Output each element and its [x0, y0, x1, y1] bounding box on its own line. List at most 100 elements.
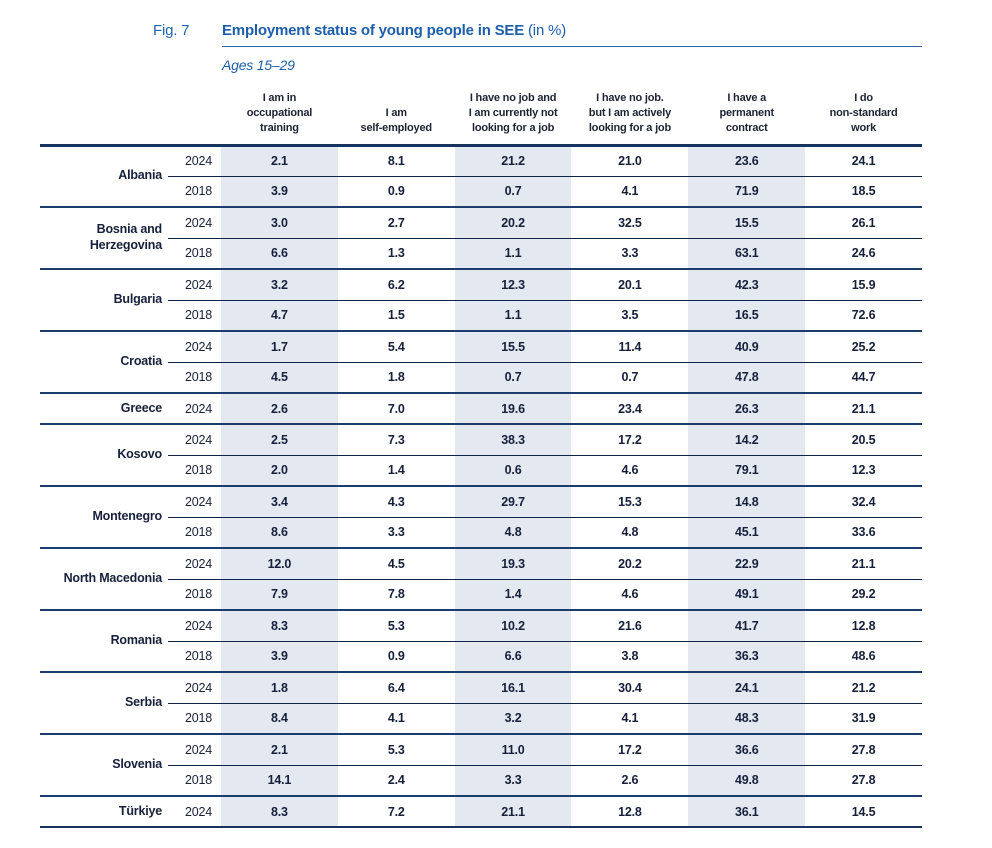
- country-cell: Romania: [40, 609, 168, 673]
- table-row: 2018 3.9 0.9 0.7 4.1 71.9 18.5: [40, 175, 922, 208]
- table-row: Bulgaria 2024 3.2 6.2 12.3 20.1 42.3 15.9: [40, 268, 922, 332]
- value-cell: 32.5: [571, 206, 689, 239]
- header-permanent-contract: I have a permanent contract: [688, 85, 806, 147]
- country-cell: Serbia: [40, 671, 168, 735]
- value-cell: 7.0: [337, 392, 455, 425]
- value-cell: 14.8: [688, 485, 806, 518]
- value-cell: 2.4: [337, 764, 455, 797]
- value-cell: 2.6: [221, 392, 338, 425]
- figure-number: Fig. 7: [153, 22, 190, 39]
- value-cell: 21.1: [805, 547, 922, 580]
- value-cell: 4.1: [571, 702, 689, 735]
- value-cell: 3.3: [337, 516, 455, 549]
- table-row: 2018 2.0 1.4 0.6 4.6 79.1 12.3: [40, 454, 922, 487]
- country-cell: Bosnia and Herzegovina: [40, 206, 168, 270]
- header-no-job-looking: I have no job. but I am actively looking…: [571, 85, 689, 147]
- value-cell: 5.3: [337, 733, 455, 766]
- value-cell: 2.7: [337, 206, 455, 239]
- value-cell: 45.1: [688, 516, 806, 549]
- value-cell: 8.1: [337, 144, 455, 177]
- table-row: 2018 4.5 1.8 0.7 0.7 47.8 44.7: [40, 361, 922, 394]
- year-cell: 2024: [168, 547, 221, 580]
- value-cell: 6.2: [337, 268, 455, 301]
- value-cell: 20.5: [805, 423, 922, 456]
- value-cell: 6.6: [221, 237, 338, 270]
- figure-title-row: Fig. 7 Employment status of young people…: [153, 22, 922, 47]
- value-cell: 22.9: [688, 547, 806, 580]
- country-cell: Croatia: [40, 330, 168, 394]
- value-cell: 30.4: [571, 671, 689, 704]
- year-cell: 2018: [168, 361, 221, 394]
- value-cell: 36.3: [688, 640, 806, 673]
- value-cell: 44.7: [805, 361, 922, 394]
- country-cell: Slovenia: [40, 733, 168, 797]
- country-cell: Bulgaria: [40, 268, 168, 332]
- value-cell: 16.5: [688, 299, 806, 332]
- year-cell: 2024: [168, 485, 221, 518]
- value-cell: 26.1: [805, 206, 922, 239]
- value-cell: 4.8: [454, 516, 572, 549]
- table-row: Montenegro 2024 3.4 4.3 29.7 15.3 14.8 32.4: [40, 485, 922, 549]
- value-cell: 31.9: [805, 702, 922, 735]
- value-cell: 2.5: [221, 423, 338, 456]
- table-row: Albania 2024 2.1 8.1 21.2 21.0 23.6 24.1: [40, 144, 922, 208]
- table-row: Romania 2024 8.3 5.3 10.2 21.6 41.7 12.8: [40, 609, 922, 673]
- value-cell: 1.7: [221, 330, 338, 363]
- value-cell: 15.5: [688, 206, 806, 239]
- value-cell: 48.3: [688, 702, 806, 735]
- value-cell: 41.7: [688, 609, 806, 642]
- value-cell: 21.0: [571, 144, 689, 177]
- year-cell: 2024: [168, 671, 221, 704]
- value-cell: 20.2: [454, 206, 572, 239]
- year-cell: 2018: [168, 175, 221, 208]
- value-cell: 1.8: [221, 671, 338, 704]
- value-cell: 29.7: [454, 485, 572, 518]
- value-cell: 11.0: [454, 733, 572, 766]
- value-cell: 17.2: [571, 733, 689, 766]
- value-cell: 7.2: [337, 795, 455, 828]
- value-cell: 48.6: [805, 640, 922, 673]
- year-cell: 2018: [168, 454, 221, 487]
- value-cell: 32.4: [805, 485, 922, 518]
- table-row: Croatia 2024 1.7 5.4 15.5 11.4 40.9 25.2: [40, 330, 922, 394]
- figure-subtitle: Ages 15–29: [222, 57, 295, 73]
- value-cell: 21.2: [454, 144, 572, 177]
- year-cell: 2018: [168, 237, 221, 270]
- year-cell: 2024: [168, 795, 221, 828]
- header-country: [40, 85, 168, 147]
- value-cell: 24.6: [805, 237, 922, 270]
- value-cell: 11.4: [571, 330, 689, 363]
- value-cell: 15.9: [805, 268, 922, 301]
- value-cell: 1.4: [337, 454, 455, 487]
- figure-title-underline: Employment status of young people in SEE…: [222, 22, 922, 47]
- value-cell: 24.1: [688, 671, 806, 704]
- country-cell: Kosovo: [40, 423, 168, 487]
- table-row: Serbia 2024 1.8 6.4 16.1 30.4 24.1 21.2: [40, 671, 922, 735]
- value-cell: 71.9: [688, 175, 806, 208]
- table-row: 2018 4.7 1.5 1.1 3.5 16.5 72.6: [40, 299, 922, 332]
- value-cell: 1.8: [337, 361, 455, 394]
- year-cell: 2024: [168, 144, 221, 177]
- value-cell: 1.3: [337, 237, 455, 270]
- value-cell: 4.6: [571, 454, 689, 487]
- header-year: [168, 85, 221, 147]
- value-cell: 24.1: [805, 144, 922, 177]
- value-cell: 14.2: [688, 423, 806, 456]
- table-row: 2018 6.6 1.3 1.1 3.3 63.1 24.6: [40, 237, 922, 270]
- value-cell: 8.4: [221, 702, 338, 735]
- value-cell: 14.1: [221, 764, 338, 797]
- value-cell: 17.2: [571, 423, 689, 456]
- value-cell: 2.1: [221, 144, 338, 177]
- value-cell: 36.6: [688, 733, 806, 766]
- year-cell: 2024: [168, 609, 221, 642]
- value-cell: 16.1: [454, 671, 572, 704]
- value-cell: 15.5: [454, 330, 572, 363]
- value-cell: 19.6: [454, 392, 572, 425]
- year-cell: 2024: [168, 733, 221, 766]
- value-cell: 47.8: [688, 361, 806, 394]
- table-row: 2018 8.4 4.1 3.2 4.1 48.3 31.9: [40, 702, 922, 735]
- header-self-employed: I am self-employed: [337, 85, 455, 147]
- value-cell: 2.1: [221, 733, 338, 766]
- value-cell: 15.3: [571, 485, 689, 518]
